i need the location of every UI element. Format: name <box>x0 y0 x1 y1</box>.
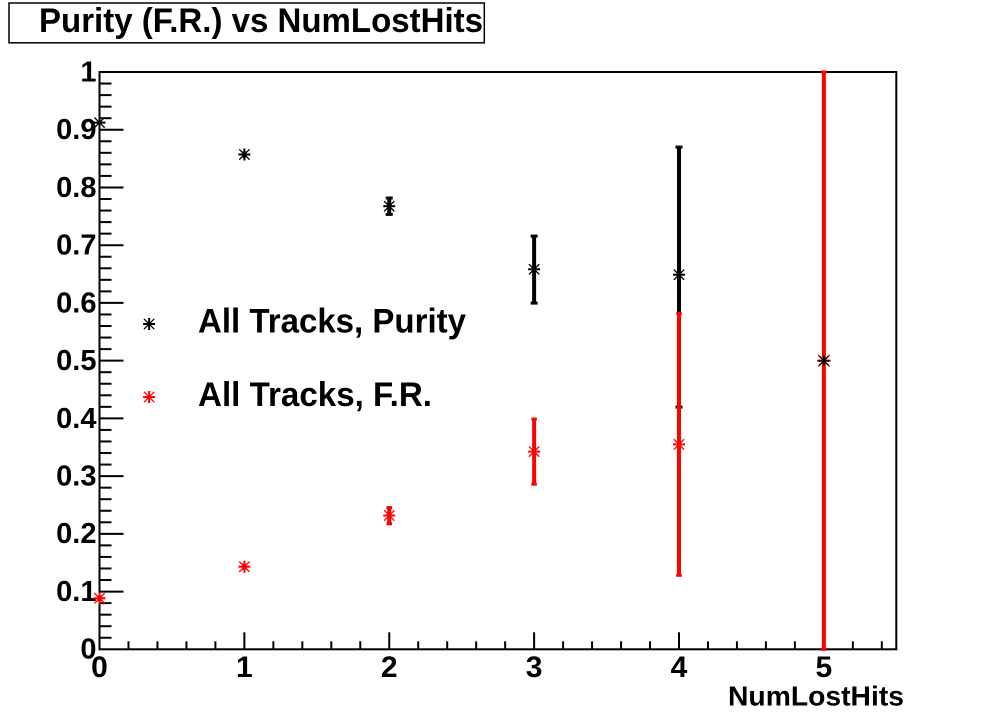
svg-text:4: 4 <box>671 651 688 684</box>
svg-text:0: 0 <box>80 634 96 666</box>
svg-text:NumLostHits: NumLostHits <box>728 680 904 711</box>
svg-text:0.2: 0.2 <box>56 518 96 550</box>
svg-text:0.9: 0.9 <box>56 114 96 146</box>
svg-text:0: 0 <box>91 651 108 684</box>
svg-text:Purity (F.R.) vs NumLostHits: Purity (F.R.) vs NumLostHits <box>39 2 483 40</box>
svg-text:0.5: 0.5 <box>56 345 96 377</box>
svg-text:1: 1 <box>236 651 253 684</box>
svg-text:0.8: 0.8 <box>56 172 96 204</box>
svg-text:0.7: 0.7 <box>56 230 96 262</box>
svg-text:1: 1 <box>80 56 96 88</box>
svg-text:5: 5 <box>816 651 833 684</box>
svg-text:3: 3 <box>526 651 543 684</box>
svg-text:All Tracks, Purity: All Tracks, Purity <box>198 303 466 341</box>
svg-text:0.3: 0.3 <box>56 461 96 493</box>
svg-text:2: 2 <box>381 651 398 684</box>
svg-text:0.1: 0.1 <box>56 576 96 608</box>
svg-text:All Tracks, F.R.: All Tracks, F.R. <box>198 376 432 414</box>
svg-text:0.4: 0.4 <box>56 403 96 435</box>
svg-text:0.6: 0.6 <box>56 287 96 319</box>
